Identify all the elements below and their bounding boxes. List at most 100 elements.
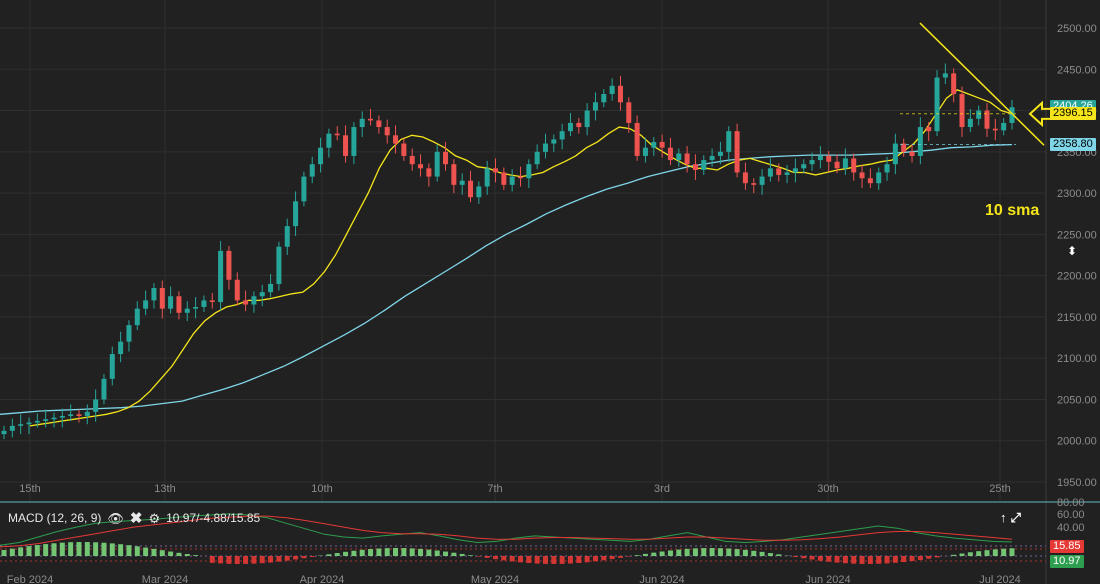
macd-histogram-bar <box>151 548 157 556</box>
close-icon[interactable]: ✖ <box>129 509 143 527</box>
price-tick-label: 1950.00 <box>1057 477 1097 489</box>
time-axis: 15th Feb 2024 13th Mar 2024 10th Apr 2024 7th M… <box>7 483 1021 584</box>
price-tick-label: 2200.00 <box>1057 271 1097 283</box>
candle-body <box>651 141 657 148</box>
macd-values: 10.97/-4.88/15.85 <box>166 511 261 525</box>
time-tick-month: Feb 2024 <box>7 574 53 584</box>
time-tick-month: Jul 2024 <box>979 574 1021 584</box>
macd-histogram-bar <box>801 556 807 559</box>
candle-body <box>143 300 149 309</box>
candle-body <box>493 168 499 173</box>
time-tick-month: May 2024 <box>471 574 519 584</box>
macd-histogram-bar <box>542 556 548 564</box>
macd-histogram-bar <box>126 545 132 556</box>
macd-histogram-bar <box>309 556 315 557</box>
candle-body <box>501 172 507 185</box>
candle-body <box>667 147 673 161</box>
candle-body <box>234 279 240 301</box>
candle-body <box>751 183 757 185</box>
price-tick-label: 2100.00 <box>1057 353 1097 365</box>
macd-histogram-bar <box>1009 548 1015 556</box>
candle-body <box>301 176 307 202</box>
macd-histogram-bar <box>676 549 682 556</box>
macd-histogram-bar <box>118 544 124 556</box>
eye-icon[interactable]: 👁 <box>107 510 124 526</box>
candle-body <box>992 128 998 131</box>
expand-icon[interactable]: ⤢ <box>1010 510 1021 525</box>
candle-body <box>193 307 199 309</box>
macd-histogram-bar <box>409 548 415 556</box>
macd-histogram-bar <box>368 549 374 556</box>
macd-histogram-bar <box>351 550 357 556</box>
macd-histogram-bar <box>93 542 99 556</box>
candle-body <box>226 250 232 280</box>
candle-body <box>976 110 982 119</box>
macd-axis-label: 60.00 <box>1057 509 1085 521</box>
candle-body <box>18 424 24 426</box>
macd-histogram-bar <box>792 556 798 558</box>
candle-body <box>676 153 682 161</box>
candle-body <box>842 158 848 169</box>
time-tick-date: 13th <box>154 483 175 495</box>
candle-body <box>1001 122 1007 131</box>
macd-line <box>0 513 1013 546</box>
time-tick-month: Mar 2024 <box>142 574 188 584</box>
macd-histogram-bar <box>976 551 982 556</box>
macd-signal-tag: 15.85 <box>1050 540 1084 553</box>
macd-histogram-bar <box>443 551 449 556</box>
candle-body <box>376 120 382 128</box>
macd-histogram-bar <box>376 548 382 556</box>
time-tick-date: 3rd <box>654 483 670 495</box>
candle-body <box>401 143 407 156</box>
candle-body <box>817 155 823 161</box>
macd-histogram-bar <box>18 547 24 556</box>
macd-histogram-bar <box>468 555 474 556</box>
candle-body <box>359 118 365 128</box>
macd-histogram-bar <box>951 554 957 556</box>
macd-histogram-bar <box>509 556 515 562</box>
candle-body <box>642 147 648 156</box>
macd-histogram-bar <box>1001 548 1007 556</box>
candle-body <box>876 172 882 184</box>
candle-body <box>601 94 607 103</box>
gear-icon[interactable]: ⚙ <box>148 510 161 526</box>
candle-body <box>326 133 332 148</box>
time-tick-date: 10th <box>311 483 332 495</box>
macd-line-tag: 10.97 <box>1050 555 1084 568</box>
time-tick-date: 15th <box>19 483 40 495</box>
price-tick-label: 2500.00 <box>1057 23 1097 35</box>
macd-histogram-bar <box>584 556 590 563</box>
macd-histogram-bar <box>892 556 898 563</box>
macd-histogram-bar <box>701 548 707 556</box>
macd-histogram-bar <box>576 556 582 564</box>
candle-body <box>534 151 540 165</box>
macd-histogram-bar <box>34 545 40 556</box>
candle-body <box>126 325 132 342</box>
macd-histogram-bar <box>76 542 82 556</box>
candle-body <box>834 161 840 169</box>
macd-histogram-bar <box>559 556 565 564</box>
candle-body <box>576 122 582 128</box>
candle-body <box>984 110 990 129</box>
macd-histogram-bar <box>1 550 7 556</box>
candle-body <box>284 226 290 247</box>
macd-header: MACD (12, 26, 9) 👁 ✖ ⚙ 10.97/-4.88/15.85 <box>8 510 260 526</box>
candle-body <box>867 178 873 184</box>
candle-body <box>68 414 74 416</box>
macd-histogram-bar <box>959 553 965 556</box>
scale-toggle-icon[interactable]: ⬍ <box>1066 244 1078 258</box>
candle-body <box>243 300 249 305</box>
macd-histogram-bar <box>717 548 723 556</box>
time-tick-month: Jun 2024 <box>639 574 684 584</box>
sma-long-series <box>0 143 1013 415</box>
macd-histogram-bar <box>184 554 190 556</box>
candle-body <box>784 172 790 175</box>
sma-long-value-tag: 2358.80 <box>1050 137 1096 151</box>
macd-histogram-bar <box>451 552 457 556</box>
macd-histogram-bar <box>276 556 282 562</box>
macd-histogram-bar <box>526 556 532 564</box>
macd-histogram-bar <box>393 548 399 556</box>
up-arrow-icon[interactable]: ↑ <box>1000 510 1007 525</box>
